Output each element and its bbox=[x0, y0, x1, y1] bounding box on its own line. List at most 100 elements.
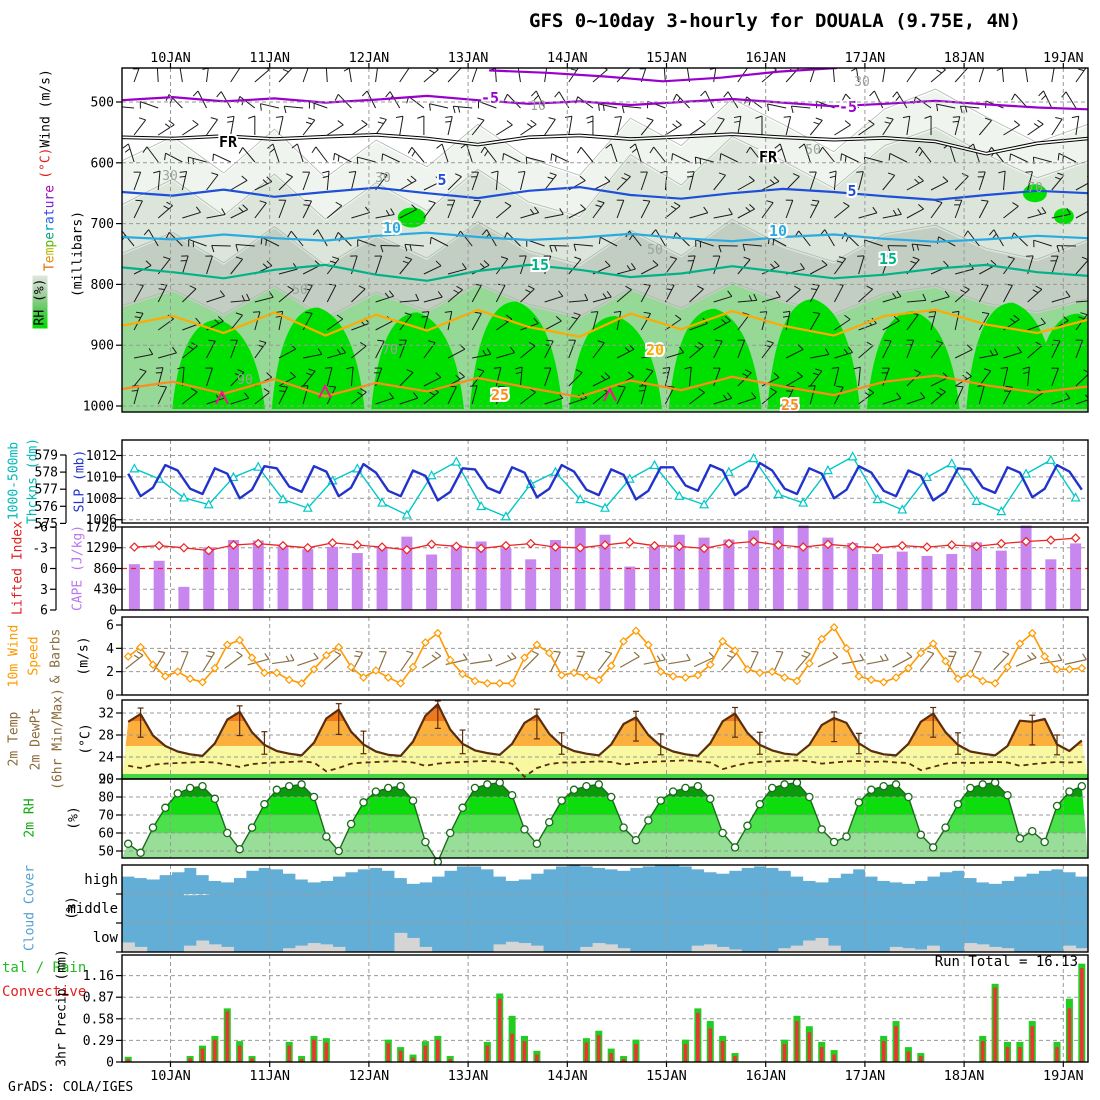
svg-text:600: 600 bbox=[91, 156, 114, 171]
rh-marker bbox=[619, 823, 628, 832]
rh-contour-label: 70 bbox=[1027, 181, 1043, 196]
cape-bar bbox=[327, 546, 339, 610]
precip-convective-bar bbox=[1005, 1047, 1010, 1062]
cape-bar bbox=[624, 566, 636, 610]
wind-speed-marker bbox=[495, 678, 505, 688]
temp-line bbox=[127, 703, 1083, 758]
rh-marker bbox=[668, 787, 678, 796]
thickness-marker bbox=[129, 463, 140, 473]
rh-marker bbox=[161, 803, 170, 813]
svg-text:900: 900 bbox=[91, 339, 114, 354]
svg-text:1010: 1010 bbox=[86, 470, 117, 485]
contour-label-25: 25 bbox=[781, 396, 799, 414]
svg-text:24: 24 bbox=[98, 751, 114, 766]
wind-speed-marker bbox=[866, 675, 876, 685]
wind-speed-marker bbox=[532, 640, 542, 650]
wind-speed-marker bbox=[123, 652, 133, 661]
date-label-top: 15JAN bbox=[646, 50, 687, 66]
rh-marker bbox=[272, 785, 282, 795]
thickness-marker bbox=[996, 505, 1007, 516]
precip-convective-bar bbox=[782, 1044, 787, 1062]
rh-marker bbox=[507, 790, 517, 800]
precip-convective-bar bbox=[1067, 1008, 1072, 1062]
wind-speed-marker bbox=[804, 659, 814, 668]
precip-convective-bar bbox=[237, 1045, 242, 1062]
li-marker bbox=[946, 540, 957, 550]
rh-band-3 bbox=[174, 782, 1083, 797]
li-marker bbox=[922, 542, 932, 552]
svg-text:0: 0 bbox=[106, 689, 114, 704]
svg-text:500: 500 bbox=[91, 96, 114, 111]
rh-marker bbox=[941, 823, 950, 832]
wind-speed-marker bbox=[470, 676, 480, 686]
rh-contour-label: 10 bbox=[530, 99, 546, 114]
li-marker bbox=[253, 538, 264, 549]
wind-speed-marker bbox=[445, 655, 455, 665]
wind-speed-marker bbox=[482, 678, 492, 688]
rh-marker bbox=[867, 785, 876, 795]
rh-marker bbox=[594, 780, 604, 789]
rh-marker bbox=[148, 823, 158, 832]
panel-cloud-cover: high middle low bbox=[67, 864, 1089, 953]
li-marker bbox=[674, 541, 685, 552]
rh-marker bbox=[693, 781, 703, 791]
contour-temp_20 bbox=[122, 308, 1088, 338]
contour-label-15: 15 bbox=[531, 256, 549, 274]
wind-speed-marker bbox=[272, 668, 282, 678]
rh-blob bbox=[1053, 208, 1074, 225]
rh-plume bbox=[271, 307, 365, 410]
svg-text:20: 20 bbox=[98, 773, 114, 788]
cape-bar bbox=[797, 525, 809, 610]
li-marker bbox=[872, 542, 883, 553]
cape-bar bbox=[921, 555, 933, 610]
rh-plume bbox=[866, 311, 960, 410]
date-label-bottom: 14JAN bbox=[547, 1068, 588, 1084]
li-marker bbox=[996, 538, 1007, 549]
wind-speed-marker bbox=[631, 626, 641, 636]
rh-marker bbox=[854, 798, 864, 807]
rh-marker bbox=[916, 830, 926, 840]
wind-speed-marker bbox=[321, 650, 331, 660]
precip-convective-bar bbox=[436, 1039, 440, 1062]
rh-marker bbox=[1040, 837, 1049, 847]
li-marker bbox=[1070, 533, 1081, 543]
precip-convective-bar bbox=[522, 1041, 527, 1062]
wind-speed-marker bbox=[854, 671, 864, 681]
wind-speed-marker bbox=[730, 646, 740, 656]
cloud-row-label-high: high bbox=[84, 872, 118, 888]
li-marker bbox=[649, 540, 660, 551]
wind-speed-marker bbox=[681, 673, 690, 682]
precip-convective-bar bbox=[720, 1041, 725, 1062]
svg-text:0.29: 0.29 bbox=[83, 1034, 114, 1049]
cloud-row-label-middle: middle bbox=[67, 901, 118, 917]
thickness-marker bbox=[1021, 468, 1032, 478]
cape-bar bbox=[599, 534, 611, 610]
date-label-top: 18JAN bbox=[944, 50, 985, 66]
thickness-marker bbox=[946, 458, 957, 468]
precip-convective-bar bbox=[1055, 1047, 1059, 1062]
wind-speed-marker bbox=[557, 670, 567, 680]
thickness-marker bbox=[847, 451, 858, 461]
wind10m-border bbox=[121, 616, 1089, 696]
wind-speed-marker bbox=[780, 673, 789, 682]
date-label-bottom: 19JAN bbox=[1043, 1068, 1084, 1084]
precip-convective-bar bbox=[386, 1043, 391, 1062]
rh-marker bbox=[1003, 790, 1012, 800]
wind-speed-marker bbox=[173, 667, 183, 677]
rh-marker bbox=[829, 837, 839, 847]
cape-bar bbox=[450, 544, 462, 610]
cape-bar bbox=[203, 547, 215, 610]
thickness-marker bbox=[500, 511, 511, 521]
temp-band-2 bbox=[125, 721, 1083, 746]
date-label-top: 17JAN bbox=[845, 50, 886, 66]
rh-marker bbox=[384, 783, 393, 793]
li-marker bbox=[798, 542, 809, 552]
rh-marker bbox=[359, 798, 368, 807]
wind-speed-marker bbox=[916, 648, 926, 658]
precip-convective-bar bbox=[634, 1044, 638, 1062]
precip-convective-bar bbox=[225, 1011, 230, 1062]
rh-marker bbox=[842, 832, 851, 841]
thickness-marker bbox=[377, 497, 388, 507]
svg-text:3: 3 bbox=[40, 583, 48, 598]
wind-speed-marker bbox=[1027, 628, 1037, 638]
